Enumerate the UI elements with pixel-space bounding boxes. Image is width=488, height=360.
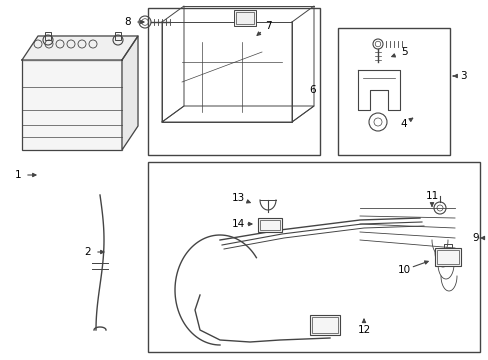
Text: 1: 1 [15,170,21,180]
Text: 9: 9 [472,233,478,243]
Bar [436,250,458,264]
Bar [309,315,339,335]
Text: 14: 14 [231,219,244,229]
Bar [45,32,51,40]
Bar [260,220,280,230]
Bar [311,317,337,333]
Text: 3: 3 [459,71,466,81]
Bar [115,32,121,40]
Bar [148,162,479,352]
Text: 11: 11 [425,191,438,201]
Bar [258,218,282,232]
Polygon shape [22,36,138,60]
Polygon shape [122,36,138,150]
Text: 8: 8 [124,17,131,27]
Bar [236,12,253,24]
Text: 5: 5 [400,47,407,57]
Text: 7: 7 [264,21,271,31]
Text: 13: 13 [231,193,244,203]
Bar [434,248,460,266]
Bar [22,60,122,150]
Text: 4: 4 [400,119,407,129]
Text: 12: 12 [357,325,370,335]
Text: 6: 6 [309,85,316,95]
Text: 10: 10 [397,265,410,275]
Bar [234,10,256,26]
Bar [148,8,319,155]
Bar [337,28,449,155]
Text: 2: 2 [84,247,91,257]
